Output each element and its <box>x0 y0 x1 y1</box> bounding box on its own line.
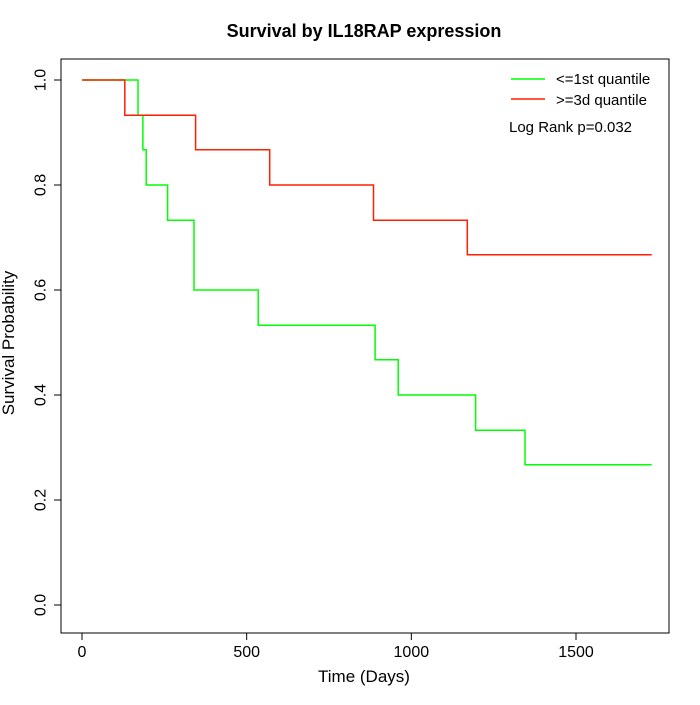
plot-frame <box>60 58 670 634</box>
y-tick-label: 0.8 <box>33 174 50 196</box>
series-line-high <box>82 79 652 256</box>
x-tick-label: 1500 <box>558 644 594 661</box>
y-tick-label: 0.2 <box>33 489 50 511</box>
legend-label-low: <=1st quantile <box>556 71 650 88</box>
legend: <=1st quantile >=3d quantile <box>511 71 650 109</box>
y-tick-label: 0.6 <box>33 279 50 301</box>
x-axis-label: Time (Days) <box>318 667 410 686</box>
series-group <box>82 79 652 466</box>
y-axis-label: Survival Probability <box>0 270 18 415</box>
y-tick-label: 1.0 <box>33 69 50 91</box>
y-axis: 0.0 0.2 0.4 0.6 0.8 1.0 <box>33 69 62 616</box>
log-rank-annotation: Log Rank p=0.032 <box>509 119 632 136</box>
legend-label-high: >=3d quantile <box>556 92 647 109</box>
x-tick-label: 1000 <box>394 644 430 661</box>
x-tick-label: 0 <box>78 644 87 661</box>
y-tick-label: 0.4 <box>33 384 50 406</box>
y-tick-label: 0.0 <box>33 594 50 616</box>
x-tick-label: 500 <box>233 644 260 661</box>
series-line-low <box>82 79 652 466</box>
chart-title: Survival by IL18RAP expression <box>227 21 502 41</box>
x-axis: 0 500 1000 1500 <box>78 632 594 661</box>
